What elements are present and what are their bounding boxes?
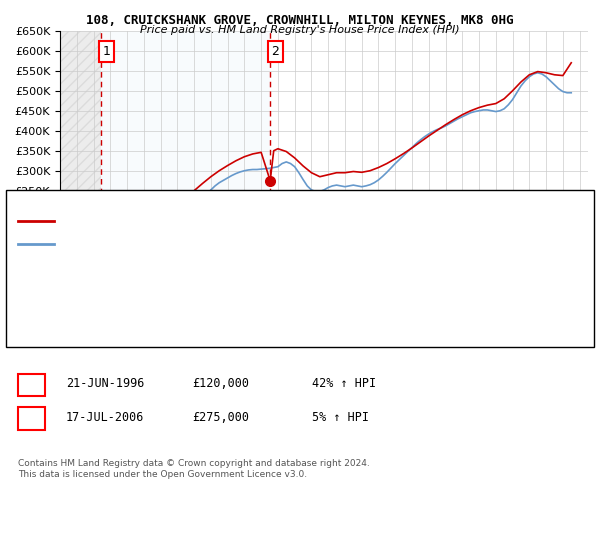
Text: 2: 2 — [28, 410, 35, 424]
Text: 108, CRUICKSHANK GROVE, CROWNHILL, MILTON KEYNES, MK8 0HG: 108, CRUICKSHANK GROVE, CROWNHILL, MILTO… — [86, 14, 514, 27]
Text: 2: 2 — [271, 45, 279, 58]
Text: Price paid vs. HM Land Registry's House Price Index (HPI): Price paid vs. HM Land Registry's House … — [140, 25, 460, 35]
Text: £275,000: £275,000 — [192, 410, 249, 424]
Text: 1: 1 — [28, 377, 35, 390]
Text: 21-JUN-1996: 21-JUN-1996 — [66, 377, 145, 390]
Bar — [101, 31, 270, 291]
Text: 1: 1 — [103, 45, 110, 58]
Text: 108, CRUICKSHANK GROVE, CROWNHILL, MILTON KEYNES, MK8 0HG (detached house): 108, CRUICKSHANK GROVE, CROWNHILL, MILTO… — [60, 218, 523, 228]
Text: Contains HM Land Registry data © Crown copyright and database right 2024.
This d: Contains HM Land Registry data © Crown c… — [18, 459, 370, 479]
Text: HPI: Average price, detached house, Milton Keynes: HPI: Average price, detached house, Milt… — [60, 240, 366, 250]
Bar — [60, 31, 101, 291]
Text: £120,000: £120,000 — [192, 377, 249, 390]
Text: 17-JUL-2006: 17-JUL-2006 — [66, 410, 145, 424]
Text: 42% ↑ HPI: 42% ↑ HPI — [312, 377, 376, 390]
Text: 5% ↑ HPI: 5% ↑ HPI — [312, 410, 369, 424]
